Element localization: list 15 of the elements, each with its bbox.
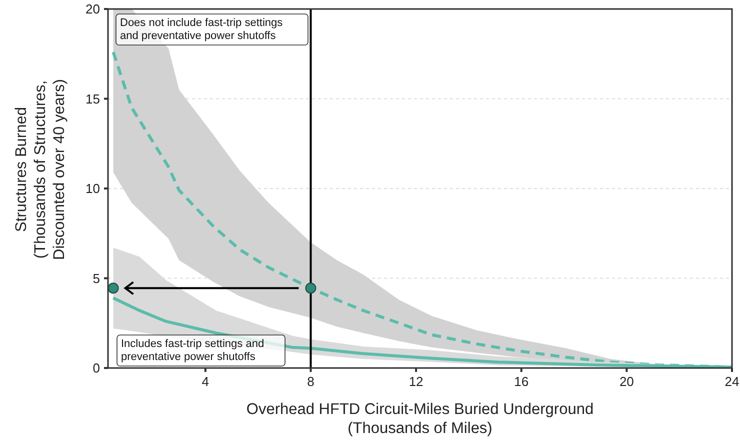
x-tick-label: 16 — [514, 374, 529, 389]
x-tick-label: 12 — [408, 374, 424, 389]
x-axis-title: Overhead HFTD Circuit-Miles Buried Underground (Thousands of Miles) — [246, 401, 594, 437]
x-tick-label: 24 — [724, 374, 740, 389]
y-tick-label: 20 — [86, 2, 100, 16]
x-tick-label: 8 — [307, 374, 314, 389]
annotation: Includes fast-trip settings and preventative power shutoffs — [121, 338, 264, 363]
y-tick-label: 15 — [86, 91, 100, 106]
y-tick-label: 10 — [86, 181, 100, 196]
x-tick-label: 20 — [619, 374, 634, 389]
x-tick-label: 4 — [202, 374, 210, 389]
y-tick-label: 5 — [92, 270, 100, 286]
y-tick-label: 0 — [92, 360, 100, 376]
annotation: Does not include fast-trip settings and preventative power shutoffs — [120, 17, 284, 42]
y-axis-title: Structures Burned (Thousands of Structures, Discounted over 40 years) — [13, 79, 68, 260]
